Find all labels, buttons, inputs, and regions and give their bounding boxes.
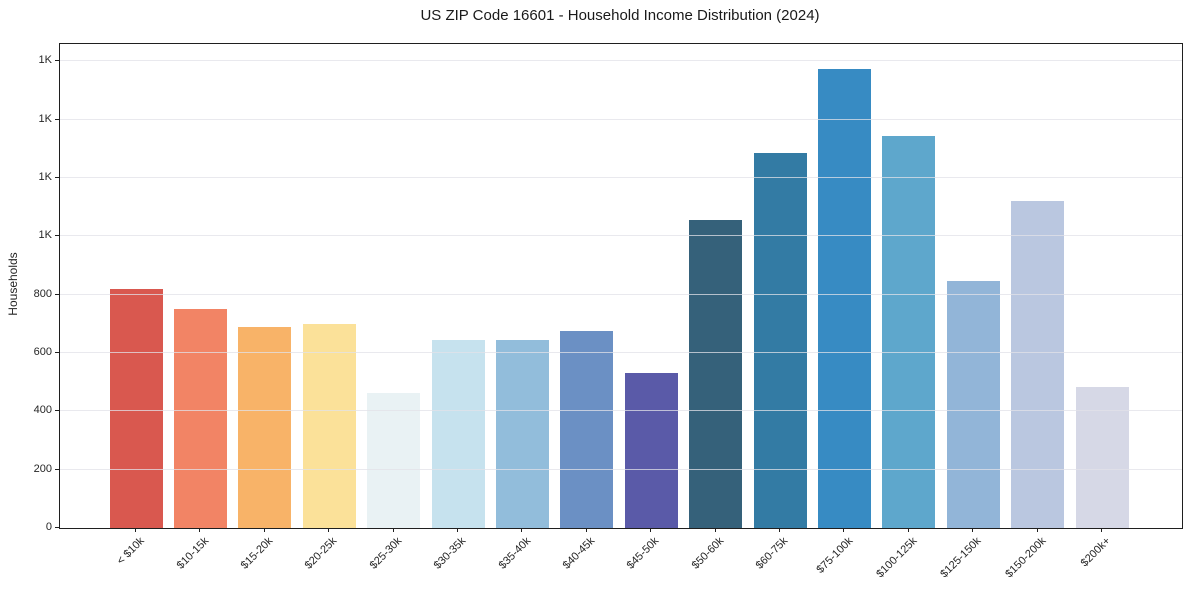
bar-$45-50k: [624, 372, 678, 528]
bar-$10-15k: [173, 309, 227, 528]
y-tick-mark: [55, 235, 59, 237]
x-tick-label: $150-200k: [1002, 535, 1049, 581]
y-tick-mark: [55, 410, 59, 412]
x-tick-mark: [779, 528, 780, 532]
bar-$75-100k: [817, 69, 871, 528]
bar-$60-75k: [753, 153, 807, 528]
gridline: [60, 293, 1182, 295]
y-tick-label: 200: [33, 462, 52, 475]
x-tick-mark: [392, 528, 394, 532]
gridline: [60, 118, 1182, 120]
x-tick-label: $30-35k: [431, 535, 469, 572]
x-tick-mark: [1101, 528, 1102, 532]
bar-$20-25k: [302, 323, 356, 528]
bar-$100-125k: [882, 135, 936, 528]
x-tick-mark: [714, 528, 716, 532]
plot-area: [59, 43, 1183, 529]
bar-$25-30k: [367, 393, 421, 528]
y-tick-mark: [55, 468, 59, 470]
y-tick-label: 1K: [38, 170, 52, 183]
bar-$30-35k: [431, 340, 485, 528]
y-tick-label: 1K: [38, 54, 52, 67]
gridline: [60, 351, 1182, 353]
gridline: [60, 410, 1182, 412]
x-tick-label: < $10k: [114, 535, 147, 568]
bar-$40-45k: [560, 330, 614, 528]
x-tick-label: $125-150k: [938, 535, 984, 581]
y-tick-label: 1K: [38, 229, 52, 242]
y-tick-mark: [55, 118, 59, 120]
gridline: [60, 468, 1182, 470]
x-tick-mark: [199, 528, 201, 532]
y-axis-label: Households: [6, 252, 20, 316]
x-tick-label: $35-40k: [496, 535, 533, 572]
x-tick-label: $100-125k: [874, 535, 920, 581]
y-tick-mark: [55, 293, 59, 295]
x-tick-mark: [843, 528, 845, 532]
chart-title: US ZIP Code 16601 - Household Income Dis…: [420, 7, 820, 24]
y-tick-label: 0: [45, 521, 52, 533]
x-tick-mark: [650, 528, 652, 532]
y-tick-mark: [55, 527, 59, 528]
bar-$150-200k: [1011, 201, 1065, 528]
x-tick-mark: [907, 528, 909, 532]
x-tick-mark: [457, 528, 458, 532]
x-tick-label: $75-100k: [813, 535, 855, 576]
x-tick-mark: [135, 528, 136, 532]
x-tick-label: $200k+: [1078, 535, 1113, 570]
x-tick-label: $15-20k: [238, 535, 276, 572]
bar-$125-150k: [946, 281, 1000, 528]
y-tick-mark: [55, 351, 59, 353]
x-tick-label: $25-30k: [367, 535, 405, 572]
gridline: [60, 176, 1182, 178]
x-tick-mark: [585, 528, 587, 532]
x-tick-label: $60-75k: [753, 535, 791, 572]
gridline: [60, 60, 1182, 62]
y-tick-mark: [55, 176, 59, 178]
bar-< $10k: [109, 289, 163, 528]
bar-$15-20k: [238, 327, 292, 528]
x-tick-mark: [972, 528, 974, 532]
x-tick-mark: [521, 528, 523, 532]
x-tick-label: $20-25k: [303, 535, 340, 572]
y-tick-label: 1K: [38, 112, 52, 125]
y-tick-label: 400: [33, 404, 52, 417]
y-tick-label: 600: [33, 345, 52, 358]
x-tick-mark: [263, 528, 265, 532]
bar-$35-40k: [495, 340, 549, 528]
x-tick-label: $45-50k: [625, 535, 662, 572]
x-tick-label: $50-60k: [689, 535, 727, 572]
gridline: [60, 235, 1182, 237]
bar-$200k+: [1075, 387, 1129, 528]
x-tick-mark: [1036, 528, 1038, 532]
bar-$50-60k: [689, 219, 743, 528]
y-tick-label: 800: [33, 287, 52, 300]
x-tick-label: $40-45k: [560, 535, 598, 572]
x-tick-mark: [328, 528, 330, 532]
y-tick-mark: [55, 60, 59, 62]
x-tick-label: $10-15k: [174, 535, 211, 572]
